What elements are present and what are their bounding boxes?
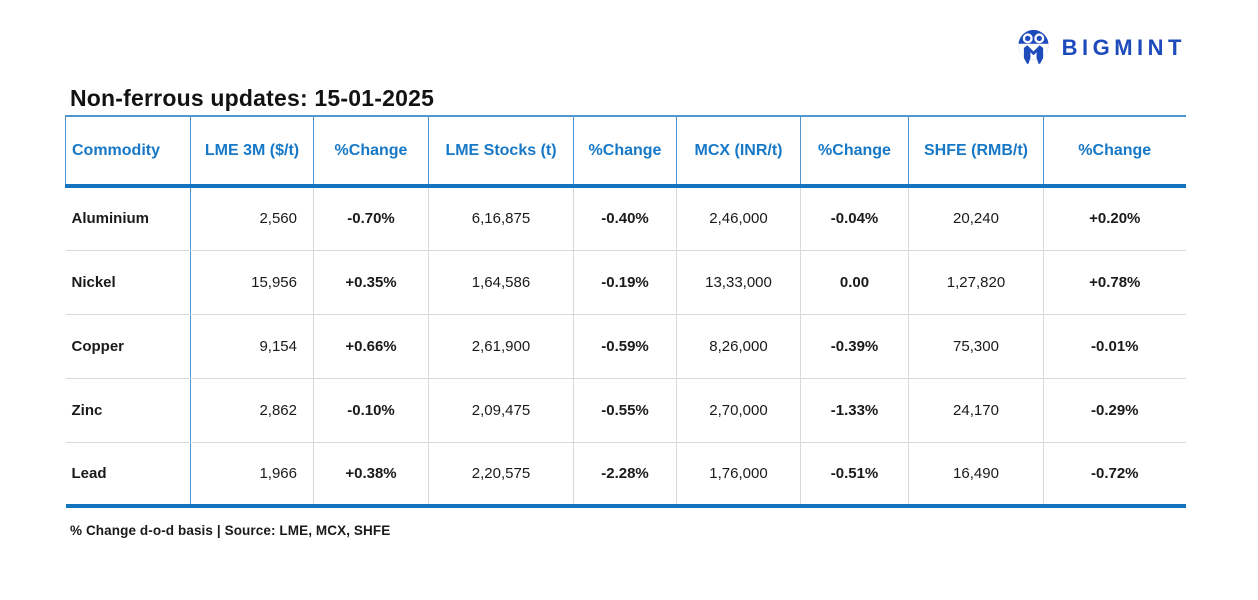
lme-stocks-change: -0.55% — [573, 378, 677, 443]
header-row: Commodity LME 3M ($/t) %Change LME Stock… — [65, 115, 1186, 188]
mcx-value: 1,76,000 — [676, 442, 801, 508]
lme-stocks-change: -0.19% — [573, 250, 677, 315]
lme-3m-value: 2,862 — [190, 378, 314, 443]
shfe-value: 24,170 — [908, 378, 1044, 443]
col-header-shfe: SHFE (RMB/t) — [908, 115, 1044, 188]
shfe-change: -0.29% — [1043, 378, 1186, 443]
col-header-mcx: MCX (INR/t) — [676, 115, 801, 188]
col-header-commodity: Commodity — [65, 115, 191, 188]
col-header-lme-3m-chg: %Change — [313, 115, 429, 188]
table-row-lead: Lead 1,966 +0.38% 2,20,575 -2.28% 1,76,0… — [65, 442, 1186, 508]
mcx-change: 0.00 — [800, 250, 909, 315]
lme-stocks-change: -0.59% — [573, 314, 677, 379]
lme-3m-change: -0.10% — [313, 378, 429, 443]
shfe-change: +0.20% — [1043, 186, 1186, 251]
commodity-name: Aluminium — [65, 186, 191, 251]
shfe-change: -0.01% — [1043, 314, 1186, 379]
shfe-value: 75,300 — [908, 314, 1044, 379]
footnote: % Change d-o-d basis | Source: LME, MCX,… — [70, 523, 391, 538]
lme-3m-change: +0.35% — [313, 250, 429, 315]
mcx-value: 2,70,000 — [676, 378, 801, 443]
lme-3m-change: -0.70% — [313, 186, 429, 251]
lme-3m-value: 1,966 — [190, 442, 314, 508]
lme-3m-value: 2,560 — [190, 186, 314, 251]
commodity-name: Nickel — [65, 250, 191, 315]
lme-3m-change: +0.66% — [313, 314, 429, 379]
col-header-mcx-chg: %Change — [800, 115, 909, 188]
mcx-change: -1.33% — [800, 378, 909, 443]
table-row-aluminium: Aluminium 2,560 -0.70% 6,16,875 -0.40% 2… — [65, 186, 1186, 251]
col-header-stocks-chg: %Change — [573, 115, 677, 188]
lme-stocks-change: -0.40% — [573, 186, 677, 251]
commodity-name: Lead — [65, 442, 191, 508]
lme-stocks-value: 2,09,475 — [428, 378, 574, 443]
shfe-change: +0.78% — [1043, 250, 1186, 315]
table-row-zinc: Zinc 2,862 -0.10% 2,09,475 -0.55% 2,70,0… — [65, 378, 1186, 443]
shfe-value: 20,240 — [908, 186, 1044, 251]
col-header-shfe-chg: %Change — [1043, 115, 1186, 188]
lme-stocks-value: 1,64,586 — [428, 250, 574, 315]
page-title: Non-ferrous updates: 15-01-2025 — [70, 85, 435, 112]
col-header-lme-stocks: LME Stocks (t) — [428, 115, 574, 188]
shfe-change: -0.72% — [1043, 442, 1186, 508]
brand-name: BIGMINT — [1061, 35, 1186, 60]
mcx-value: 2,46,000 — [676, 186, 801, 251]
lme-stocks-value: 2,61,900 — [428, 314, 574, 379]
shfe-value: 1,27,820 — [908, 250, 1044, 315]
commodity-name: Copper — [65, 314, 191, 379]
mcx-change: -0.51% — [800, 442, 909, 508]
bigmint-people-icon — [1018, 29, 1049, 64]
mcx-value: 13,33,000 — [676, 250, 801, 315]
shfe-value: 16,490 — [908, 442, 1044, 508]
table-header: Commodity LME 3M ($/t) %Change LME Stock… — [65, 115, 1186, 188]
lme-3m-change: +0.38% — [313, 442, 429, 508]
brand-logo: BIGMINT — [1015, 28, 1186, 68]
lme-3m-value: 15,956 — [190, 250, 314, 315]
table-body: Aluminium 2,560 -0.70% 6,16,875 -0.40% 2… — [65, 186, 1186, 508]
table-row-nickel: Nickel 15,956 +0.35% 1,64,586 -0.19% 13,… — [65, 250, 1186, 315]
lme-stocks-change: -2.28% — [573, 442, 677, 508]
mcx-change: -0.39% — [800, 314, 909, 379]
mcx-value: 8,26,000 — [676, 314, 801, 379]
mcx-change: -0.04% — [800, 186, 909, 251]
lme-stocks-value: 2,20,575 — [428, 442, 574, 508]
lme-stocks-value: 6,16,875 — [428, 186, 574, 251]
commodity-table: Commodity LME 3M ($/t) %Change LME Stock… — [65, 115, 1186, 508]
table-row-copper: Copper 9,154 +0.66% 2,61,900 -0.59% 8,26… — [65, 314, 1186, 379]
col-header-lme-3m: LME 3M ($/t) — [190, 115, 314, 188]
lme-3m-value: 9,154 — [190, 314, 314, 379]
commodity-name: Zinc — [65, 378, 191, 443]
